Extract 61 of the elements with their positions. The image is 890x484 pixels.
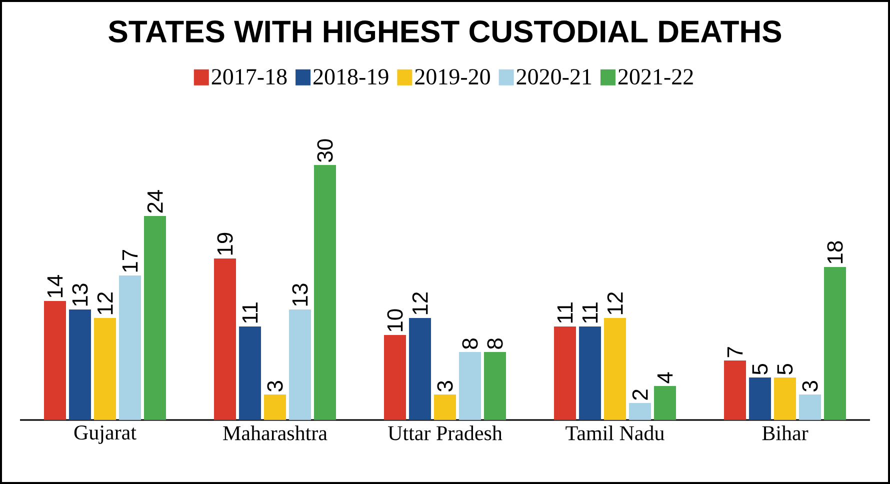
bar bbox=[314, 164, 336, 420]
bar bbox=[774, 378, 796, 420]
data-label: 3 bbox=[267, 381, 283, 392]
bar bbox=[409, 318, 432, 420]
data-label: 8 bbox=[462, 338, 478, 349]
data-label: 11 bbox=[242, 302, 258, 323]
bar bbox=[69, 309, 91, 420]
bar bbox=[604, 318, 626, 420]
bar bbox=[239, 326, 262, 420]
data-label: 14 bbox=[47, 274, 63, 298]
bar bbox=[144, 216, 166, 420]
legend-label: 2020-21 bbox=[516, 69, 592, 85]
bar bbox=[824, 266, 846, 420]
data-label: 3 bbox=[802, 381, 818, 392]
bar bbox=[44, 300, 66, 420]
data-label: 4 bbox=[657, 372, 673, 384]
data-label: 10 bbox=[387, 309, 403, 332]
data-label: 8 bbox=[487, 338, 503, 349]
chart-title: STATES WITH HIGHEST CUSTODIAL DEATHS bbox=[108, 20, 782, 42]
data-label: 11 bbox=[557, 302, 573, 323]
x-tick-label: Tamil Nadu bbox=[566, 426, 664, 440]
legend-label: 2019-20 bbox=[415, 69, 490, 85]
bar bbox=[94, 318, 116, 420]
x-tick-label: Uttar Pradesh bbox=[388, 426, 502, 440]
bar bbox=[214, 258, 236, 420]
bar bbox=[654, 386, 676, 420]
data-label: 17 bbox=[122, 250, 138, 272]
data-label: 30 bbox=[317, 139, 333, 162]
x-tick-label: Gujarat bbox=[74, 426, 136, 444]
bar bbox=[434, 394, 456, 420]
bar bbox=[264, 394, 286, 420]
data-label: 13 bbox=[292, 284, 308, 306]
legend-label: 2018-19 bbox=[314, 69, 388, 85]
data-label: 12 bbox=[97, 292, 113, 314]
bar bbox=[119, 275, 141, 420]
x-tick-label: Maharashtra bbox=[223, 426, 328, 440]
data-label: 2 bbox=[632, 390, 648, 400]
bar bbox=[749, 378, 772, 420]
bar bbox=[579, 326, 602, 420]
data-label: 11 bbox=[582, 302, 598, 323]
data-label: 18 bbox=[827, 241, 843, 264]
bar bbox=[724, 360, 746, 420]
bar bbox=[459, 352, 482, 420]
data-label: 3 bbox=[437, 381, 453, 392]
bar bbox=[629, 403, 652, 420]
data-label: 19 bbox=[217, 232, 233, 255]
data-label: 24 bbox=[147, 190, 163, 213]
data-label: 5 bbox=[752, 364, 768, 374]
data-label: 12 bbox=[607, 292, 623, 314]
legend-label: 2017-18 bbox=[212, 69, 287, 85]
x-tick-label: Bihar bbox=[762, 426, 808, 440]
bar bbox=[289, 309, 312, 420]
bar bbox=[799, 394, 822, 420]
legend-label: 2021-22 bbox=[618, 69, 693, 85]
bar bbox=[484, 352, 506, 420]
data-label: 5 bbox=[777, 364, 793, 374]
data-label: 12 bbox=[412, 292, 428, 314]
data-label: 13 bbox=[72, 284, 88, 306]
data-label: 7 bbox=[727, 347, 743, 358]
bar bbox=[384, 335, 406, 420]
bar bbox=[554, 326, 576, 420]
